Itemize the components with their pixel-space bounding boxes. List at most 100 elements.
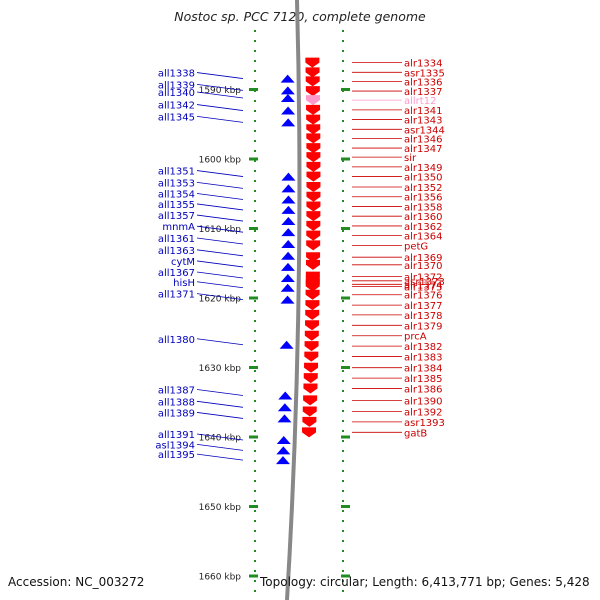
forward-gene-label[interactable]: alr1343 <box>404 116 442 127</box>
forward-gene-arrow <box>306 230 321 241</box>
forward-gene-label[interactable]: alr1369 <box>404 253 442 264</box>
reverse-gene-leader <box>196 271 244 279</box>
reverse-gene-arrow <box>277 403 292 412</box>
forward-gene-label[interactable]: alr1356 <box>404 193 442 204</box>
reverse-gene-label[interactable]: all1354 <box>158 190 195 201</box>
forward-gene-arrow <box>306 220 321 231</box>
reverse-gene-label[interactable]: all1345 <box>158 112 195 123</box>
forward-gene-label[interactable]: alr1376 <box>404 291 442 302</box>
scale-tick-label: 1600 kbp <box>199 156 242 166</box>
reverse-gene-label[interactable]: all1395 <box>158 450 195 461</box>
forward-gene-arrow <box>305 259 320 270</box>
forward-gene-label[interactable]: petG <box>404 241 428 252</box>
scale-tick-mark-right <box>341 296 350 300</box>
forward-gene-label[interactable]: asr1373 <box>404 277 445 288</box>
scale-tick-label: 1640 kbp <box>199 434 242 444</box>
forward-gene-arrow <box>305 95 320 106</box>
forward-gene-label[interactable]: alr1385 <box>404 374 442 385</box>
reverse-gene-label[interactable]: cytM <box>171 257 195 268</box>
reverse-gene-label[interactable]: all1389 <box>158 408 195 419</box>
forward-gene-label[interactable]: alr1392 <box>404 407 442 418</box>
reverse-gene-leader <box>196 225 244 233</box>
forward-gene-label[interactable]: alr1360 <box>404 212 442 223</box>
forward-gene-label[interactable]: alr1352 <box>404 183 442 194</box>
forward-gene-label[interactable]: alr1386 <box>404 385 442 396</box>
reverse-gene-label[interactable]: all1371 <box>158 290 195 301</box>
forward-gene-arrow <box>303 395 318 406</box>
reverse-gene-leader <box>196 400 244 408</box>
reverse-gene-arrow <box>281 172 296 181</box>
forward-gene-label[interactable]: alr1378 <box>404 311 442 322</box>
reverse-gene-arrow <box>281 195 296 204</box>
forward-gene-label[interactable]: alr1364 <box>404 232 442 243</box>
reverse-gene-arrow <box>281 106 296 115</box>
forward-gene-label[interactable]: gatB <box>404 428 427 439</box>
forward-gene-label[interactable]: alr1370 <box>404 261 442 272</box>
forward-gene-arrow <box>304 351 319 362</box>
forward-gene-label[interactable]: alr1384 <box>404 364 442 375</box>
forward-gene-label[interactable]: alr1379 <box>404 321 442 332</box>
forward-gene-label[interactable]: alr1349 <box>404 163 442 174</box>
forward-gene-label[interactable]: alr1372 <box>404 273 442 284</box>
reverse-gene-label[interactable]: all1387 <box>158 385 195 396</box>
forward-gene-label[interactable]: alr1334 <box>404 59 442 70</box>
forward-gene-arrow <box>306 240 321 251</box>
reverse-gene-arrow <box>276 435 291 444</box>
page-title: Nostoc sp. PCC 7120, complete genome <box>174 9 426 24</box>
forward-gene-label[interactable]: alr1377 <box>404 301 442 312</box>
forward-gene-arrow <box>302 406 317 417</box>
forward-gene-label[interactable]: alr1337 <box>404 87 442 98</box>
forward-gene-arrow <box>303 383 318 394</box>
reverse-gene-label[interactable]: all1388 <box>158 397 195 408</box>
forward-gene-label[interactable]: prcA <box>404 332 427 343</box>
reverse-gene-label[interactable]: all1351 <box>158 167 195 178</box>
forward-gene-label[interactable]: alr1390 <box>404 396 442 407</box>
forward-gene-label[interactable]: alr1346 <box>404 134 442 145</box>
reverse-gene-label[interactable]: all1340 <box>158 88 195 99</box>
scale-tick-label: 1650 kbp <box>199 503 242 513</box>
reverse-gene-label[interactable]: all1342 <box>158 101 195 112</box>
forward-gene-arrow <box>306 124 321 135</box>
forward-gene-arrow <box>303 373 318 384</box>
forward-gene-label[interactable]: alr1382 <box>404 342 442 353</box>
forward-gene-label[interactable]: asr1344 <box>404 125 445 136</box>
reverse-gene-leader <box>196 181 244 189</box>
forward-gene-label[interactable]: alr1358 <box>404 202 442 213</box>
forward-gene-label[interactable]: alr1347 <box>404 144 442 155</box>
forward-gene-arrow <box>306 191 321 202</box>
forward-gene-arrow <box>302 416 317 427</box>
reverse-gene-label[interactable]: all1391 <box>158 430 195 441</box>
reverse-gene-label[interactable]: all1355 <box>158 200 195 211</box>
reverse-gene-label[interactable]: all1338 <box>158 69 195 80</box>
forward-gene-label[interactable]: alr1350 <box>404 173 442 184</box>
forward-gene-label[interactable]: asr1335 <box>404 68 445 79</box>
forward-gene-label[interactable]: alr1362 <box>404 222 442 233</box>
forward-gene-arrow <box>306 161 321 172</box>
forward-gene-label[interactable]: alr1375 <box>404 282 442 293</box>
reverse-gene-label[interactable]: all1339 <box>158 80 195 91</box>
reverse-gene-label[interactable]: asl1394 <box>155 440 195 451</box>
forward-gene-label[interactable]: alr1383 <box>404 353 442 364</box>
forward-gene-label[interactable]: allrt12 <box>404 96 436 107</box>
reverse-gene-label[interactable]: hisH <box>173 278 195 289</box>
reverse-gene-label[interactable]: all1357 <box>158 211 195 222</box>
reverse-gene-arrow <box>281 239 296 248</box>
topology-text: Topology: circular; Length: 6,413,771 bp… <box>260 575 590 589</box>
reverse-gene-leader <box>196 444 244 451</box>
forward-gene-label[interactable]: sir <box>404 153 417 164</box>
forward-gene-label[interactable]: alr1374 <box>404 280 442 291</box>
reverse-gene-label[interactable]: all1353 <box>158 178 195 189</box>
reverse-gene-label[interactable]: all1363 <box>158 246 195 257</box>
scale-tick-mark <box>249 157 258 161</box>
reverse-gene-label[interactable]: all1380 <box>158 335 195 346</box>
reverse-gene-label[interactable]: all1367 <box>158 268 195 279</box>
scale-tick-mark <box>249 505 258 508</box>
reverse-gene-leader <box>196 115 244 123</box>
reverse-gene-label[interactable]: all1361 <box>158 234 195 245</box>
scale-tick-label: 1630 kbp <box>199 364 242 374</box>
reverse-gene-label[interactable]: mnmA <box>162 222 195 233</box>
forward-gene-label[interactable]: alr1341 <box>404 106 442 117</box>
forward-gene-label[interactable]: alr1336 <box>404 77 442 88</box>
forward-gene-label[interactable]: asr1393 <box>404 418 445 429</box>
reverse-gene-arrow <box>281 251 296 260</box>
